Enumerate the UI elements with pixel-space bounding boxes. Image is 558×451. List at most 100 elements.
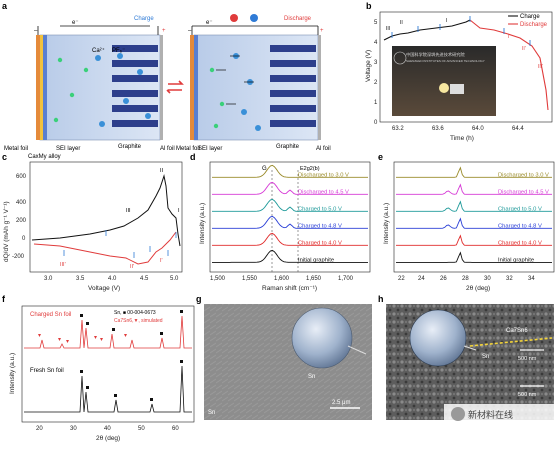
c-yticks: -200 0 200 400 600	[12, 174, 27, 260]
scale-label-h1: 500 nm	[518, 356, 537, 362]
e-xlabel: 2θ (deg)	[466, 285, 490, 292]
wechat-icon	[451, 407, 465, 421]
trace-label: Charged to 4.0 V	[298, 241, 342, 247]
svg-text:3.5: 3.5	[76, 276, 85, 282]
minus-left: –	[34, 28, 38, 34]
svg-text:1,650: 1,650	[306, 276, 322, 282]
cell-charge: e⁻ – + Charge Ca²⁺ PF₆⁻ Metal foil CaxMy…	[4, 16, 175, 160]
graphite-label-right: Graphite	[276, 144, 300, 150]
trace-charged-to-4-0-v	[212, 232, 368, 246]
svg-text:5: 5	[374, 20, 378, 26]
e-traces: Discharged to 3.0 V Discharged to 4.5 V Ch…	[396, 166, 552, 264]
trace-label: Charged to 4.0 V	[498, 241, 542, 247]
svg-text:63.6: 63.6	[432, 126, 444, 132]
panel-d-label: d	[190, 152, 196, 162]
metal-foil-left	[36, 35, 40, 140]
panel-b-label: b	[366, 1, 372, 11]
alloy-layer	[40, 35, 43, 140]
svg-text:600: 600	[16, 174, 27, 180]
plot-frame-c	[29, 161, 183, 273]
panel-f: f Charged Sn foil Fresh Sn foil Sn, ■ 00…	[2, 294, 195, 442]
trace-charged-to-4-0-v	[396, 234, 552, 246]
peak-I: I	[178, 208, 180, 214]
panel-c-label: c	[2, 152, 7, 162]
e-xticks: 22 24 26 28 30 32 34	[398, 276, 535, 282]
inset-sn-label: Sn	[308, 374, 315, 380]
panel-g-label: g	[196, 294, 202, 304]
ca7sn6-triangles	[38, 334, 127, 343]
f-ylabel: Intensity (a.u.)	[9, 353, 16, 394]
minus-right: –	[188, 28, 192, 34]
d-ylabel: Intensity (a.u.)	[199, 203, 206, 244]
trace-label: Discharged to 3.0 V	[298, 173, 349, 179]
svg-text:1,550: 1,550	[242, 276, 258, 282]
trace-charged-to-4-8-v	[396, 217, 552, 229]
trace-charged-to-4-8-v	[212, 215, 368, 229]
legend-discharge: Discharge	[520, 22, 548, 28]
panel-a: a	[2, 1, 331, 160]
svg-text:26: 26	[440, 276, 447, 282]
svg-text:1,600: 1,600	[274, 276, 290, 282]
svg-text:24: 24	[418, 276, 425, 282]
band-G: G	[262, 166, 267, 172]
svg-text:400: 400	[16, 200, 27, 206]
svg-text:-200: -200	[12, 254, 25, 260]
svg-text:20: 20	[36, 426, 43, 432]
plot-frame-e	[393, 161, 555, 273]
d-traces: Discharged to 3.0 V Discharged to 4.5 V Ch…	[212, 164, 368, 264]
svg-text:22: 22	[398, 276, 405, 282]
legend-charge: Charge	[520, 14, 540, 20]
svg-text:4: 4	[374, 40, 378, 46]
wire-right	[191, 25, 319, 35]
stage-II: II	[400, 20, 403, 26]
e-ylabel: Intensity (a.u.)	[383, 203, 390, 244]
peak-II-prime: II'	[130, 264, 134, 270]
plus-right: +	[320, 28, 324, 34]
alloy-label: CaxMy alloy	[28, 154, 61, 160]
svg-text:4.0: 4.0	[108, 276, 117, 282]
plot-frame-f	[21, 305, 195, 423]
svg-text:1,500: 1,500	[210, 276, 226, 282]
trace-label: Charged to 4.8 V	[298, 224, 342, 230]
trace-charged-to-5-0-v	[212, 198, 368, 212]
svg-text:0: 0	[22, 236, 26, 242]
al-foil-left	[160, 35, 163, 140]
metal-foil-right	[190, 35, 194, 140]
panel-e: e Discharged to 3.0 V Discharged to 4.5 V…	[378, 152, 555, 292]
fresh-sn-pattern	[24, 365, 192, 413]
ca-ions-right	[209, 67, 225, 129]
sei-label-right: SEI layer	[198, 146, 222, 152]
dqdv-charge	[31, 174, 181, 247]
ion-arrows	[216, 55, 254, 105]
trace-charged-to-5-0-v	[396, 200, 552, 212]
photo-text-en: SHENZHEN INSTITUTES OF ADVANCED TECHNOLO…	[406, 59, 485, 63]
stage-markers-b	[391, 16, 531, 46]
b-ylabel: Voltage (V)	[365, 50, 372, 82]
trace-discharged-to-4-5-v	[396, 183, 552, 195]
photo-text-cn: 中国科学院深圳先进技术研究院	[406, 51, 465, 58]
svg-text:32: 32	[506, 276, 513, 282]
panel-f-label: f	[2, 294, 6, 304]
charge-label: Charge	[134, 16, 154, 22]
b-xlabel: Time (h)	[450, 135, 474, 142]
panel-b: b 中国科学院深圳先进技术研究院 SHENZHEN INSTITUTES OF …	[365, 1, 553, 142]
svg-text:3: 3	[374, 60, 378, 66]
d-xlabel: Raman shift (cm⁻¹)	[262, 285, 317, 292]
trace-discharged-to-3-0-v	[212, 164, 368, 178]
discharge-curve	[469, 19, 549, 111]
scale-label-h2: 500 nm	[518, 392, 537, 398]
svg-text:4.5: 4.5	[140, 276, 149, 282]
ca-sn-foil-photo	[409, 309, 467, 367]
graphite-layers-left	[112, 45, 158, 127]
svg-text:30: 30	[70, 426, 77, 432]
svg-text:3.0: 3.0	[44, 276, 53, 282]
trace-label: Initial graphite	[498, 258, 534, 264]
panel-a-label: a	[2, 1, 8, 11]
cell-discharge: e⁻ – + Discharge Metal foil SEI layer Gr…	[176, 14, 331, 152]
trace-label: Initial graphite	[298, 258, 334, 264]
svg-text:60: 60	[172, 426, 179, 432]
sei-layer-left	[43, 35, 47, 140]
stage-III-prime: III'	[538, 64, 543, 70]
sn-ref-label: Sn, ■ 00-004-0673	[114, 310, 156, 316]
